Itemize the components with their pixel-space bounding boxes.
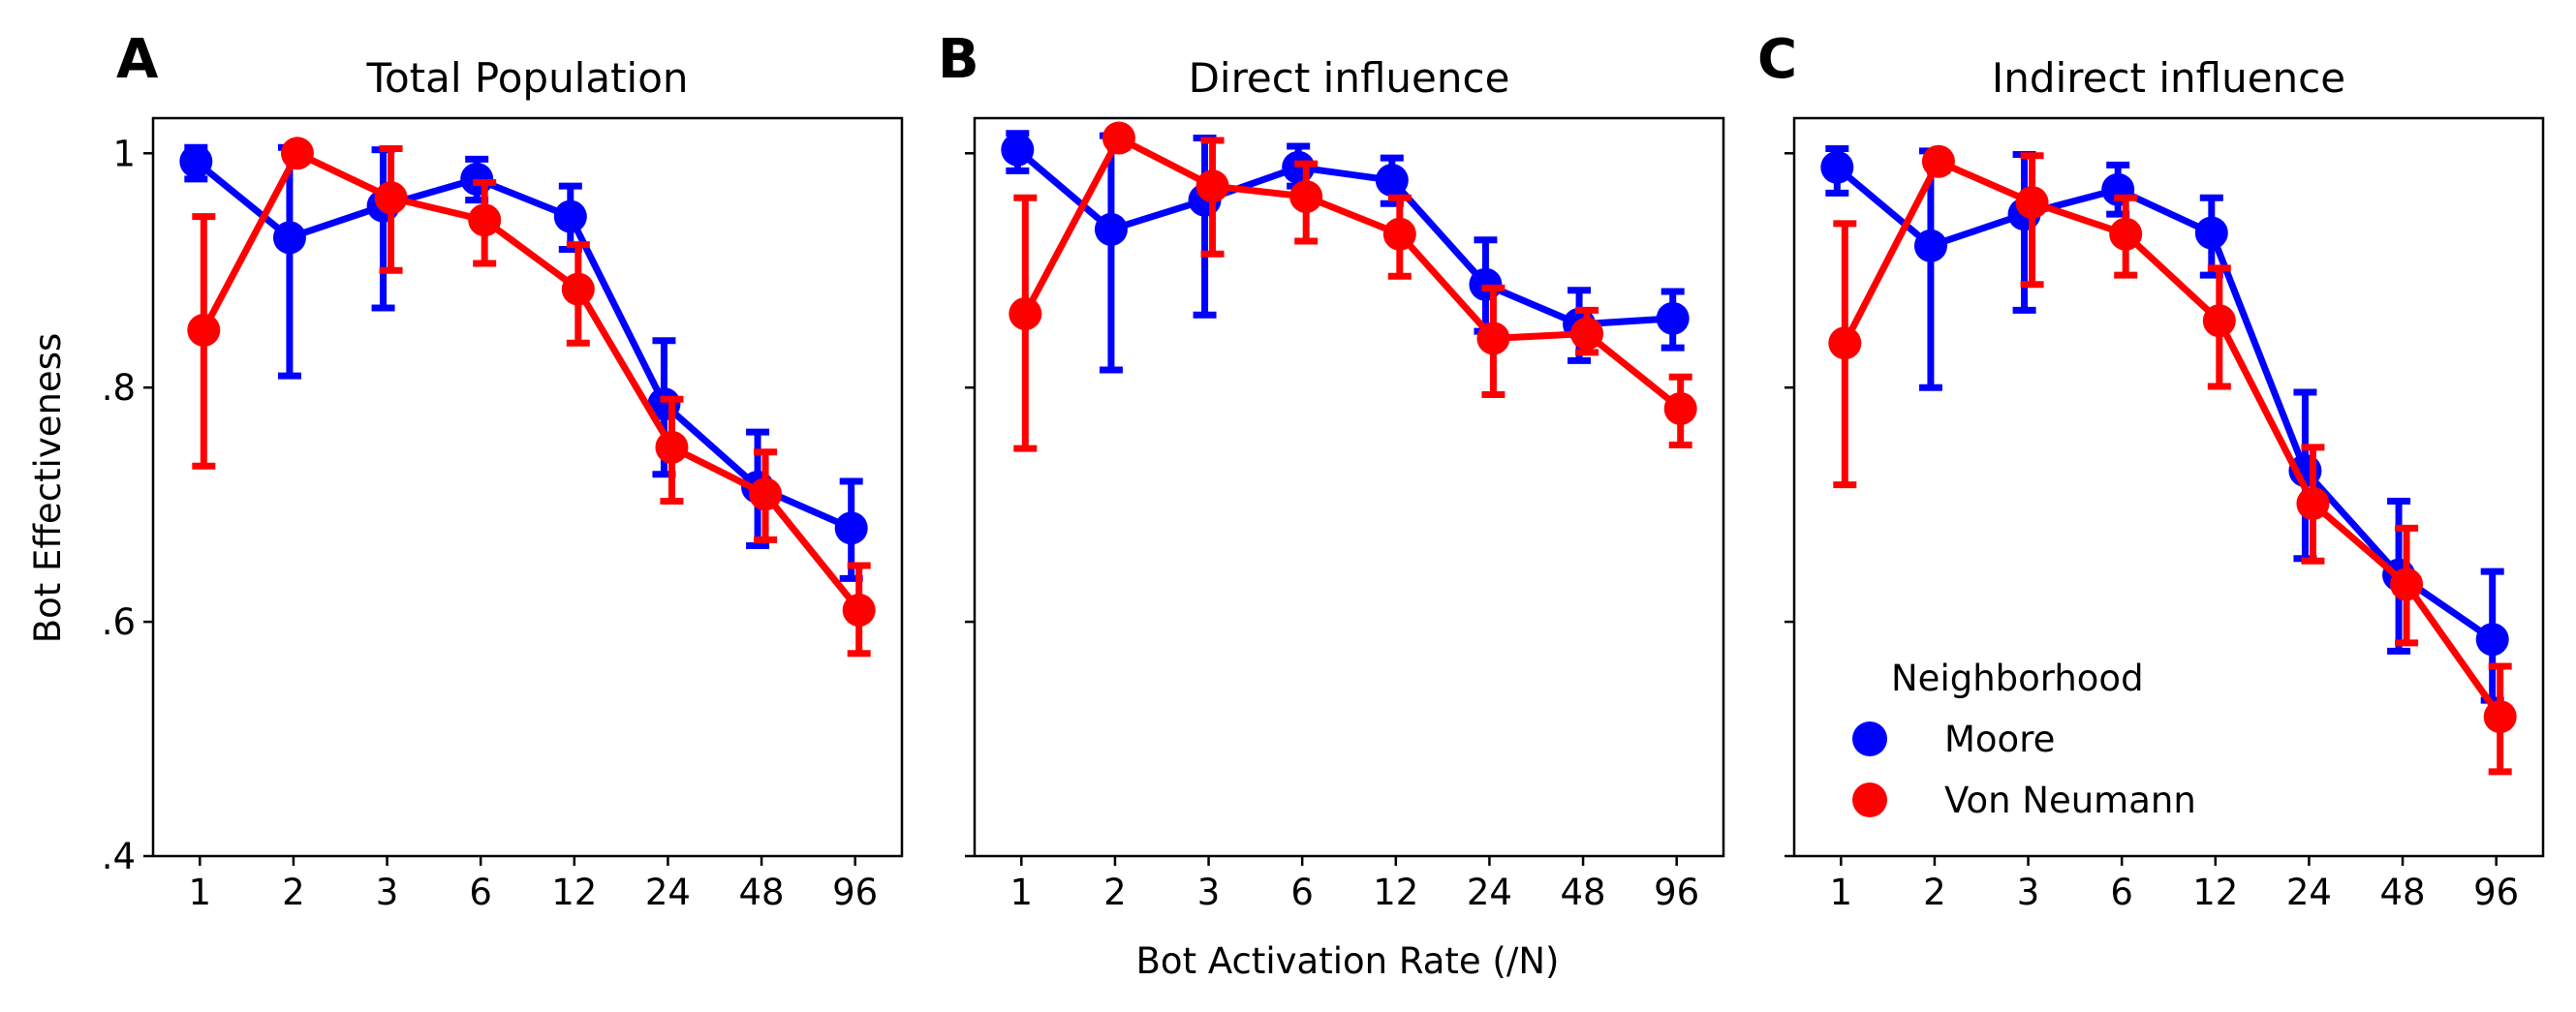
panel-a: A Total Population.4.6.811 2 3 6 12 24 48 96	[102, 28, 904, 913]
data-point-moore	[1282, 150, 1316, 184]
x-tick-label: 96	[2473, 872, 2519, 913]
data-point-von-neumann	[2109, 217, 2143, 251]
data-point-von-neumann	[1195, 169, 1229, 203]
x-tick-label: 12	[1373, 872, 1418, 913]
x-tick-label: 3	[1197, 872, 1221, 913]
series-line-von-neumann	[1022, 135, 1683, 412]
plot-frame-c	[1792, 116, 2545, 858]
data-point-moore	[1001, 133, 1035, 167]
y-axis-label: Bot Effectiveness	[27, 333, 69, 643]
panel-title-b: Direct influence	[1189, 54, 1510, 102]
x-tick-label: 1	[1830, 872, 1853, 913]
x-tick-label: 48	[1561, 872, 1606, 913]
data-point-moore	[1094, 212, 1128, 246]
x-tick-label: 6	[1290, 872, 1314, 913]
x-tick-label: 24	[645, 872, 691, 913]
data-point-moore	[1913, 229, 1947, 262]
series-line-von-neumann	[1842, 158, 2503, 720]
data-point-von-neumann	[2296, 486, 2330, 520]
data-point-moore	[834, 511, 868, 545]
legend-label-von-neumann: Von Neumann	[1944, 780, 2196, 821]
data-point-von-neumann	[1382, 217, 1416, 251]
plot-frame-b	[973, 116, 1725, 858]
x-tick-label: 96	[832, 872, 878, 913]
data-point-moore	[553, 199, 587, 233]
x-tick-label: 6	[2110, 872, 2133, 913]
x-tick-label: 48	[2380, 872, 2426, 913]
data-point-moore	[272, 221, 306, 255]
y-tick-label: .8	[102, 367, 136, 409]
data-point-von-neumann	[749, 477, 783, 511]
data-point-von-neumann	[280, 137, 314, 170]
x-tick-label: 6	[469, 872, 492, 913]
x-tick-label: 24	[2286, 872, 2332, 913]
legend-marker-von-neumann	[1852, 782, 1887, 817]
data-point-moore	[1469, 267, 1503, 301]
data-point-von-neumann	[1476, 322, 1510, 355]
y-tick-label: 1	[112, 133, 136, 174]
x-axis-label: Bot Activation Rate (/N)	[1136, 940, 1560, 982]
legend-title: Neighborhood	[1891, 658, 2144, 699]
x-tick-label: 3	[2017, 872, 2040, 913]
panel-letter-c: C	[1757, 28, 1797, 91]
data-point-von-neumann	[2483, 700, 2517, 734]
data-point-von-neumann	[2202, 304, 2236, 338]
panels: A Total Population.4.6.811 2 3 6 12 24 48 96B Dir…	[102, 28, 2545, 913]
data-point-moore	[1375, 164, 1409, 198]
x-tick-label: 12	[2192, 872, 2238, 913]
data-point-moore	[1820, 150, 1854, 184]
plot-frame-a	[151, 116, 904, 858]
x-tick-label: 96	[1654, 872, 1699, 913]
data-point-von-neumann	[2015, 186, 2049, 220]
x-tick-label: 3	[376, 872, 399, 913]
data-point-von-neumann	[468, 203, 502, 237]
data-point-von-neumann	[1289, 180, 1323, 214]
data-point-von-neumann	[842, 594, 876, 627]
x-tick-label: 2	[1103, 872, 1127, 913]
x-tick-label: 1	[189, 872, 212, 913]
x-tick-label: 2	[1923, 872, 1946, 913]
x-tick-label: 48	[739, 872, 785, 913]
data-point-von-neumann	[561, 272, 595, 306]
legend: Neighborhood Moore Von Neumann	[1852, 658, 2196, 821]
data-point-von-neumann	[1921, 144, 1955, 178]
data-point-von-neumann	[1570, 317, 1604, 351]
data-point-moore	[179, 144, 213, 178]
data-point-von-neumann	[655, 430, 689, 464]
data-point-von-neumann	[1663, 391, 1697, 425]
panel-letter-a: A	[116, 28, 159, 91]
y-tick-label: .6	[102, 601, 136, 643]
data-point-moore	[460, 162, 494, 196]
x-tick-label: 1	[1010, 872, 1034, 913]
data-point-von-neumann	[2390, 567, 2424, 601]
series-line-von-neumann	[201, 149, 862, 613]
data-point-von-neumann	[374, 181, 408, 215]
panel-letter-b: B	[938, 28, 979, 91]
data-point-moore	[2194, 216, 2228, 250]
data-point-von-neumann	[1828, 326, 1862, 360]
y-tick-label: .4	[102, 836, 136, 877]
legend-label-moore: Moore	[1944, 719, 2055, 760]
legend-marker-moore	[1852, 721, 1887, 756]
data-point-von-neumann	[1009, 296, 1042, 330]
x-tick-label: 12	[551, 872, 597, 913]
data-point-von-neumann	[1102, 121, 1135, 155]
x-tick-label: 24	[1467, 872, 1512, 913]
panel-title-a: Total Population	[365, 54, 688, 102]
panel-title-c: Indirect influence	[1992, 54, 2345, 102]
data-point-moore	[1656, 301, 1690, 335]
x-tick-label: 2	[282, 872, 305, 913]
data-point-von-neumann	[187, 313, 221, 347]
data-point-moore	[2475, 623, 2509, 657]
